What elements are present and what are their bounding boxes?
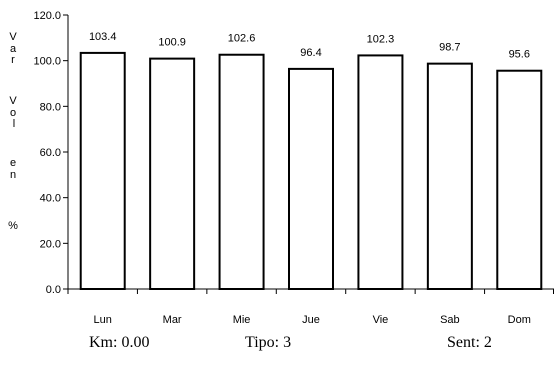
x-tick-label: Lun bbox=[94, 314, 112, 326]
bar-value-label: 100.9 bbox=[158, 37, 186, 49]
y-tick-label: 80.0 bbox=[40, 101, 61, 113]
bar-value-label: 103.4 bbox=[89, 31, 117, 43]
y-axis-label-letter: V bbox=[9, 95, 17, 107]
sent-label: Sent: 2 bbox=[447, 334, 492, 351]
x-tick-label: Jue bbox=[302, 314, 320, 326]
x-axis: Lun Mar Mie Jue Vie Sab Dom bbox=[67, 288, 554, 326]
bar bbox=[496, 69, 543, 290]
y-axis: 0.0 20.0 40.0 60.0 80.0 100.0 120.0 bbox=[33, 10, 69, 296]
y-tick-label: 100.0 bbox=[33, 56, 61, 68]
y-tick-label: 60.0 bbox=[40, 147, 61, 159]
y-axis-label-letter: o bbox=[10, 107, 16, 119]
bar bbox=[79, 51, 126, 290]
km-label: Km: 0.00 bbox=[89, 334, 150, 351]
y-axis-label-letter: e bbox=[10, 157, 16, 169]
bar-value-label: 102.6 bbox=[228, 33, 256, 45]
y-tick-label: 120.0 bbox=[33, 10, 61, 22]
bar bbox=[149, 57, 196, 291]
bar-value-label: 98.7 bbox=[439, 42, 460, 54]
y-axis-label-letter: % bbox=[8, 220, 18, 232]
bar-value-label: 95.6 bbox=[509, 49, 530, 61]
x-tick-label: Mie bbox=[233, 314, 251, 326]
y-axis-label-letter: l bbox=[13, 118, 15, 130]
y-axis-label-letter: V bbox=[9, 31, 17, 43]
x-tick-label: Dom bbox=[508, 314, 531, 326]
bar-value-label: 102.3 bbox=[367, 33, 395, 45]
y-tick-label: 20.0 bbox=[40, 238, 61, 250]
y-axis-label-letter: r bbox=[11, 54, 15, 66]
y-tick-label: 0.0 bbox=[46, 284, 61, 296]
bar bbox=[357, 54, 404, 291]
bar bbox=[218, 53, 265, 291]
bar bbox=[288, 67, 334, 290]
x-tick-label: Sab bbox=[440, 314, 460, 326]
bars: 103.4 100.9 102.6 96.4 102.3 98.7 95.6 bbox=[79, 31, 543, 291]
x-tick-label: Mar bbox=[163, 314, 182, 326]
y-axis-label-letter: n bbox=[10, 169, 16, 181]
bar bbox=[426, 62, 473, 291]
x-tick-label: Vie bbox=[373, 314, 389, 326]
y-tick-label: 40.0 bbox=[40, 193, 61, 205]
bar-value-label: 96.4 bbox=[300, 47, 321, 59]
tipo-label: Tipo: 3 bbox=[245, 334, 292, 351]
y-axis-label-letter: a bbox=[10, 43, 17, 55]
